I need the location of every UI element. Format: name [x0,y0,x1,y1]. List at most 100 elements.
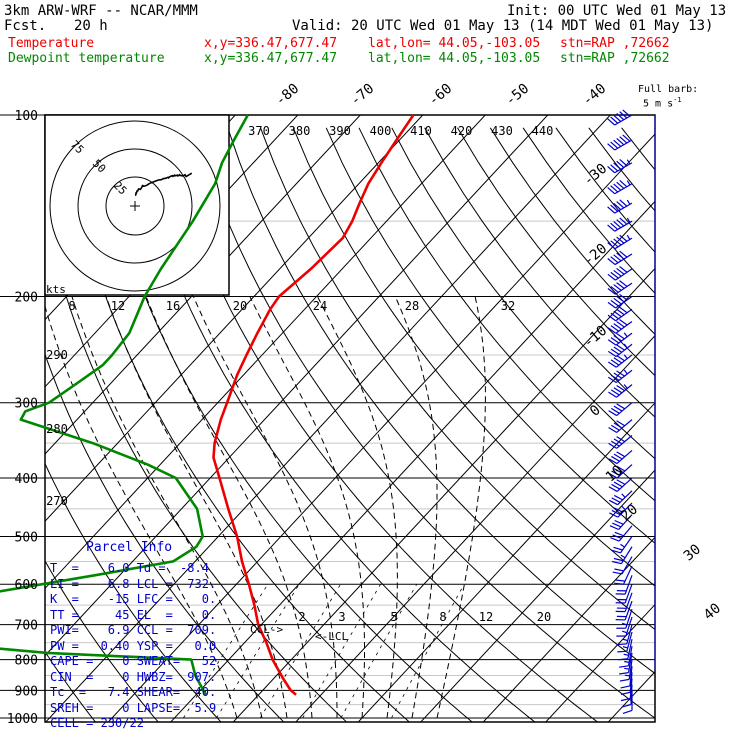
isotherm-label: -80 [273,81,303,110]
parcel-info-row: PW = 0.40 YSP = 0.0 [50,638,217,653]
wind-barb [619,646,633,668]
wind-barb-flag [607,242,616,250]
ccl-marker: CCL-> [250,623,283,636]
theta-label: 270 [46,494,68,508]
theta-label: 370 [248,124,270,138]
wind-barb-flag [619,159,628,167]
hodograph-units: kts [46,283,66,296]
wind-barb-flag [619,293,628,301]
wind-barb-flag [607,258,616,266]
wind-barb-flag [614,519,624,525]
dry-adiabat [45,650,97,722]
wind-barb [619,652,633,675]
temperature-xy: x,y=336.47,677.47 [204,36,338,51]
wind-barb-flag [621,505,626,511]
dry-adiabat [358,127,655,502]
wind-barb-flag [616,321,625,328]
wind-barb-flag [608,426,617,433]
wind-barb-flag [612,534,622,539]
wind-barb-flag [613,387,623,394]
wind-barb-flag [613,310,622,318]
wind-barb-flag [610,424,620,431]
speed-label: 16 [166,299,180,313]
isotherm [45,115,549,657]
wind-barb-flag [607,118,616,126]
isotherm [107,133,655,722]
pressure-tick-label: 700 [15,619,38,634]
wind-barb-flag [613,468,623,474]
wind-barb-flag [622,638,628,642]
wind-barb [607,159,633,174]
wind-barb-flag [613,284,622,291]
dry-adiabat [325,127,655,544]
dewpoint-legend: Dewpoint temperature [8,51,165,66]
wind-barb-flag [610,164,619,172]
isotherm [357,402,655,722]
parcel-info-row: T = 6.0 Td = -8.4 [50,561,209,575]
pressure-tick-label: 300 [15,397,38,412]
model-title: 3km ARW-WRF -- NCAR/MMM [4,3,198,19]
barb-legend-title: Full barb: [638,84,699,95]
wind-barb-flag [613,139,622,147]
temperature-trace [212,114,415,696]
wind-barb-flag [609,512,619,518]
wind-barb [610,525,633,542]
speed-label: 28 [405,299,419,313]
barb-legend-exponent: -1 [673,96,682,104]
speed-label: 12 [111,299,125,313]
wind-barb [607,280,633,295]
wind-barb [620,678,633,702]
wind-barb [608,477,633,492]
wind-barb-flag [616,332,625,340]
wind-barb-flag [611,470,621,477]
dewpoint-latlon: lat,lon= 44.05,-103.05 [368,51,541,66]
wind-barb [607,266,633,281]
theta-label: 410 [410,124,432,138]
wind-barb-flag [613,238,622,246]
isotherm-label: -20 [581,241,611,270]
dry-adiabat [227,127,655,675]
speed-label: 8 [68,299,75,313]
wind-barb [617,624,633,646]
wind-barb [607,234,633,250]
wind-barb [607,217,633,232]
parcel-info-row: PWI= 6.9 CCL = 709. [50,623,217,637]
theta-label: 390 [329,124,351,138]
wind-barb-flag [619,280,628,287]
parcel-info-row: SREH = 0 LAPSE= 5.9 [50,700,217,715]
wind-barb-flag [607,166,616,174]
wind-barb-flag [616,160,625,168]
wind-barb-flag [607,314,616,322]
wind-barb-flag [607,186,616,195]
valid-time: Valid: 20 UTC Wed 01 May 13 (14 MDT Wed … [292,18,714,34]
isotherm [482,536,655,722]
wind-barb-flag [610,407,620,414]
wind-barb-flag [620,543,625,548]
isotherm-label: 30 [681,541,704,564]
dry-adiabat [95,127,473,722]
wind-barb [607,306,633,322]
wind-barb-flag [616,137,625,146]
parcel-info-row: LI = 6.8 LCL = 732. [50,576,217,591]
isotherm [0,87,11,730]
parcel-info-row: TT = 45 EL = 0. [50,607,217,622]
sounding-traces [0,114,415,696]
isotherm-label: -50 [503,81,533,110]
wind-barb-flag [610,286,619,293]
wind-barb [607,250,633,266]
speed-label: 32 [501,299,515,313]
wind-barb [620,665,633,689]
wind-barb [607,293,633,309]
isotherm-label: -70 [348,81,378,110]
wind-barb-flag [607,206,616,214]
wind-barb-flag [614,582,624,585]
dry-adiabat [489,127,655,336]
wind-barb [608,419,633,433]
wind-barb [607,319,633,334]
wind-barb-flag [608,458,618,465]
wind-barb-flag [613,183,622,191]
wind-barb-flag [608,499,618,506]
isotherm-label: 0 [587,402,604,420]
wind-barb [609,502,633,518]
